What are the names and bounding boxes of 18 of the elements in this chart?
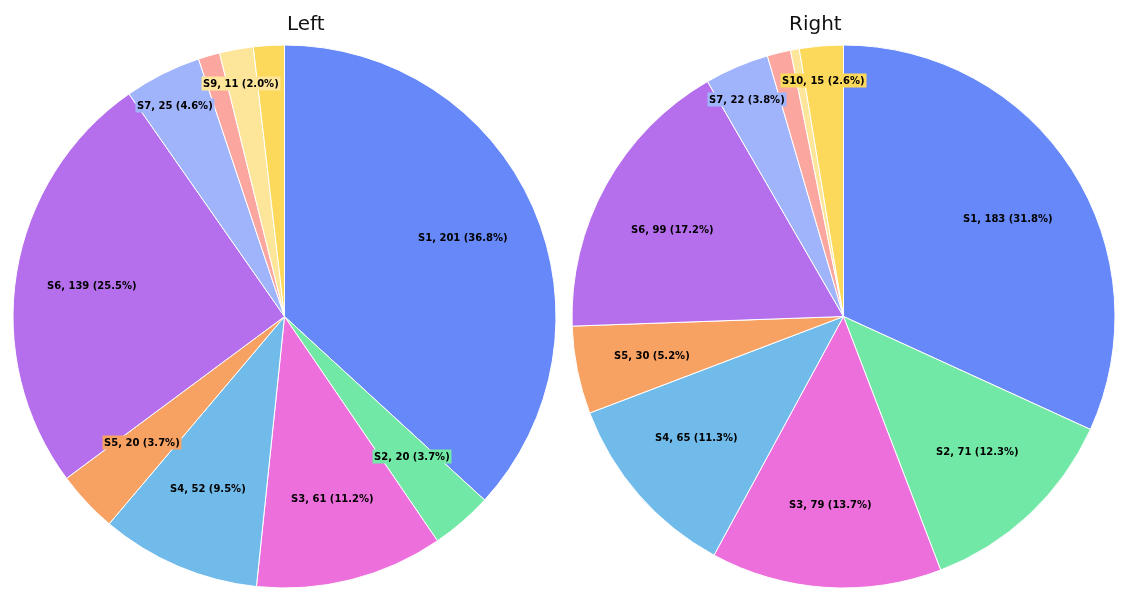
slice-label: S6, 99 (17.2%)	[631, 224, 714, 235]
slice-label: S5, 20 (3.7%)	[104, 437, 180, 448]
slice-label: S10, 15 (2.6%)	[782, 75, 865, 86]
slice-label: S4, 52 (9.5%)	[170, 483, 246, 494]
chart-title: Left	[287, 11, 325, 35]
chart-title: Right	[789, 11, 842, 35]
slice-label: S9, 11 (2.0%)	[203, 78, 279, 89]
slice-label: S1, 183 (31.8%)	[963, 213, 1053, 224]
slice-label: S2, 71 (12.3%)	[936, 446, 1019, 457]
slice-label: S3, 79 (13.7%)	[789, 499, 872, 510]
slice-label: S1, 201 (36.8%)	[418, 232, 508, 243]
slice-label: S6, 139 (25.5%)	[47, 280, 137, 291]
slice-label: S4, 65 (11.3%)	[655, 432, 738, 443]
slice-label: S3, 61 (11.2%)	[291, 493, 374, 504]
slice-label: S2, 20 (3.7%)	[374, 451, 450, 462]
slice-label: S7, 25 (4.6%)	[137, 100, 213, 111]
slice-label: S7, 22 (3.8%)	[709, 94, 785, 105]
slice-label: S5, 30 (5.2%)	[614, 350, 690, 361]
